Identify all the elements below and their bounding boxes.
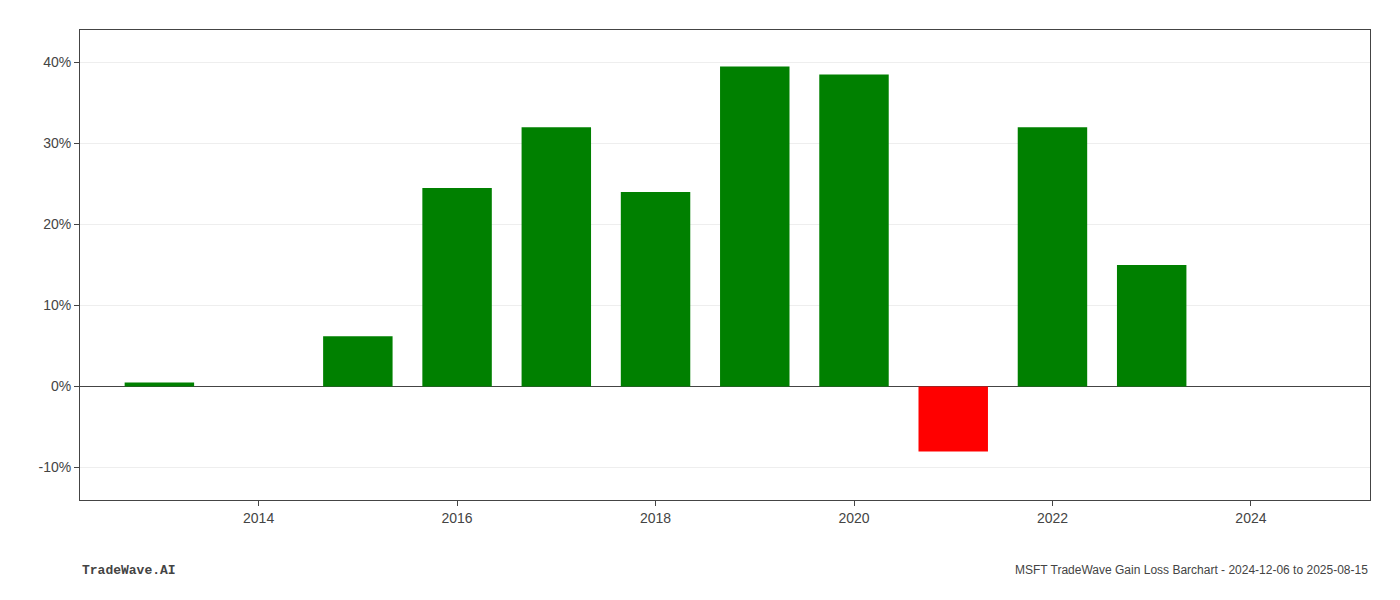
svg-text:2020: 2020: [838, 510, 869, 526]
svg-text:20%: 20%: [43, 216, 71, 232]
svg-text:2016: 2016: [442, 510, 473, 526]
svg-text:2022: 2022: [1037, 510, 1068, 526]
svg-text:-10%: -10%: [39, 459, 72, 475]
svg-text:40%: 40%: [43, 54, 71, 70]
svg-text:2018: 2018: [640, 510, 671, 526]
svg-text:2014: 2014: [243, 510, 274, 526]
svg-text:MSFT TradeWave Gain Loss Barch: MSFT TradeWave Gain Loss Barchart - 2024…: [1015, 563, 1368, 577]
svg-text:30%: 30%: [43, 135, 71, 151]
svg-text:2024: 2024: [1235, 510, 1266, 526]
svg-text:TradeWave.AI: TradeWave.AI: [82, 563, 176, 578]
svg-text:10%: 10%: [43, 297, 71, 313]
svg-text:0%: 0%: [51, 378, 71, 394]
